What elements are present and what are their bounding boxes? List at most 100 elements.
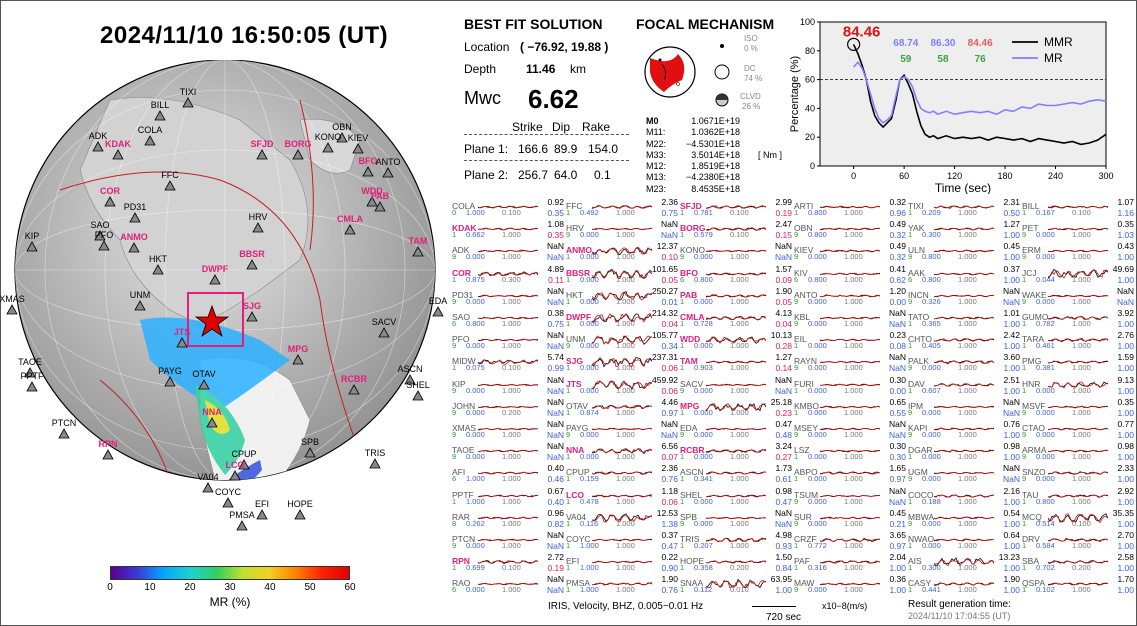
station-marker: RPN xyxy=(98,439,118,460)
trace-unm: UNM 105.77 9 0.000 1.000 0.34 xyxy=(566,330,680,353)
trace-max-amplitude: 1.90 xyxy=(661,574,678,585)
synthetic-trace xyxy=(592,494,652,498)
station-name: PAYG xyxy=(566,423,589,433)
trace-ratio: 0.27 xyxy=(775,452,792,463)
station-name: MPG xyxy=(680,400,700,411)
trace-weight: 1.000 xyxy=(730,541,749,550)
trace-weight: 1.000 xyxy=(730,407,749,417)
iso-label: ISO xyxy=(744,34,758,43)
trace-shel: SHEL 0.98 1 0.000 1.000 0.47 xyxy=(680,486,794,509)
colorbar-tick: 30 xyxy=(224,582,236,593)
trace-weight: 1.000 xyxy=(502,319,521,328)
station-name: PALK xyxy=(908,356,930,367)
trace-weight: 1.000 xyxy=(958,341,977,351)
station-marker: COR xyxy=(100,186,121,207)
mwc-value: 6.62 xyxy=(528,84,579,114)
trace-quality-code: 8 xyxy=(452,518,457,528)
station-triangle-icon xyxy=(92,141,104,152)
station-name: TATO xyxy=(908,312,930,322)
station-marker: BORG xyxy=(285,139,312,160)
trace-snzo: SNZO 2.33 9 0.000 1.000 1.00 xyxy=(1022,463,1136,486)
trace-weight: 1.000 xyxy=(616,518,635,528)
synthetic-trace xyxy=(592,582,652,586)
station-triangle-icon xyxy=(102,449,114,460)
trace-waveform xyxy=(478,472,538,475)
station-label: ANTO xyxy=(376,157,401,167)
trace-ratio: 0.00 xyxy=(889,385,906,396)
station-name: ARTI xyxy=(794,201,814,211)
station-triangle-icon xyxy=(6,304,18,315)
trace-quality-code: 9 xyxy=(452,385,457,395)
trace-kdak: KDAK 1.08 1 0.662 1.000 0.35 xyxy=(452,219,566,242)
trace-max-amplitude: 0.92 xyxy=(547,197,564,207)
station-name: TIXI xyxy=(908,201,924,211)
trace-quality-code: 9 xyxy=(452,341,457,351)
colorbar-tick: 10 xyxy=(144,582,156,593)
trace-max-amplitude: 1.08 xyxy=(547,219,564,230)
observed-trace xyxy=(1048,268,1108,278)
station-label: CPUP xyxy=(231,449,256,459)
trace-john: JOHN NaN 9 0.000 0.200 NaN xyxy=(452,397,566,420)
trace-coco: COCO 2.16 1 0.188 1.000 1.00 xyxy=(908,486,1022,509)
trace-ratio: 0.48 xyxy=(775,430,792,440)
trace-ratio: 1.00 xyxy=(1003,518,1020,529)
trace-quality-code: 1 xyxy=(566,474,571,484)
trace-obn: OBN 0.49 9 0.800 1.000 0.32 xyxy=(794,219,908,242)
trace-casy: CASY 1.90 1 0.441 1.000 1.00 xyxy=(908,574,1022,597)
trace-ratio: 1.00 xyxy=(1117,252,1134,263)
trace-quality-code: 1 xyxy=(680,563,685,573)
station-triangle-icon xyxy=(222,497,234,508)
trace-max-amplitude: 0.23 xyxy=(889,330,906,341)
trace-kbl: KBL NaN 9 0.000 1.000 NaN xyxy=(794,308,908,331)
colorbar-tick: 20 xyxy=(184,582,196,593)
legend-label: MR xyxy=(1044,51,1063,65)
trace-max-amplitude: 1.65 xyxy=(889,463,906,474)
trace-max-amplitude: 1.27 xyxy=(1003,219,1020,230)
station-marker: PD31 xyxy=(124,202,146,223)
trace-weight: 1.000 xyxy=(730,474,749,484)
observed-trace xyxy=(706,336,766,344)
trace-variance: 0.000 xyxy=(808,585,827,595)
station-name: MAW xyxy=(794,578,815,589)
station-name: UNM xyxy=(566,334,586,345)
plane1-label: Plane 1: xyxy=(464,142,509,156)
trace-wdd: WDD 10.13 1 0.000 1.000 0.28 xyxy=(680,330,794,353)
trace-waveform xyxy=(706,383,766,386)
station-triangle-icon xyxy=(152,264,164,275)
trace-variance: 0.441 xyxy=(922,585,941,595)
station-marker: RCBR xyxy=(341,374,367,395)
observed-trace xyxy=(934,338,994,342)
trace-variance: 0.000 xyxy=(580,363,599,373)
trace-waveform xyxy=(1048,471,1108,476)
trace-max-amplitude: 0.65 xyxy=(889,396,906,407)
trace-quality-code: 9 xyxy=(794,430,799,439)
trace-waveform xyxy=(706,402,766,412)
trace-weight: 0.100 xyxy=(1072,208,1091,217)
trace-max-amplitude: 12.53 xyxy=(656,507,678,518)
synthetic-trace xyxy=(706,227,766,232)
trace-ratio: 0.75 xyxy=(547,319,564,329)
station-name: KAPI xyxy=(908,423,928,433)
trace-weight: 1.000 xyxy=(844,563,863,573)
observed-trace xyxy=(478,360,538,365)
tensor-row: M33: 3.5014E+18 xyxy=(646,150,740,161)
trace-ratio: NaN xyxy=(774,385,792,396)
trace-waveform xyxy=(934,294,994,298)
trace-xmas: XMAS NaN 9 0.000 1.000 NaN xyxy=(452,419,566,442)
trace-waveform xyxy=(478,383,538,386)
synthetic-trace xyxy=(820,405,880,409)
trace-quality-code: 1 xyxy=(566,319,571,328)
synthetic-trace xyxy=(820,250,880,253)
trace-variance: 0.000 xyxy=(466,452,485,462)
plane2-dip: 64.0 xyxy=(554,168,578,182)
trace-weight: 1.000 xyxy=(844,430,863,439)
trace-ratio: 1.00 xyxy=(1117,563,1134,574)
synthetic-trace xyxy=(478,538,538,542)
trace-ratio: 1.00 xyxy=(1117,407,1134,418)
synthetic-trace xyxy=(592,427,652,431)
station-marker: FFC xyxy=(161,170,179,191)
station-triangle-icon xyxy=(369,458,381,469)
synthetic-trace xyxy=(820,272,880,275)
trace-mcq: MCQ 35.35 1 0.514 0.100 1.00 xyxy=(1022,508,1136,531)
tensor-unit: [ Nm ] xyxy=(758,150,782,160)
